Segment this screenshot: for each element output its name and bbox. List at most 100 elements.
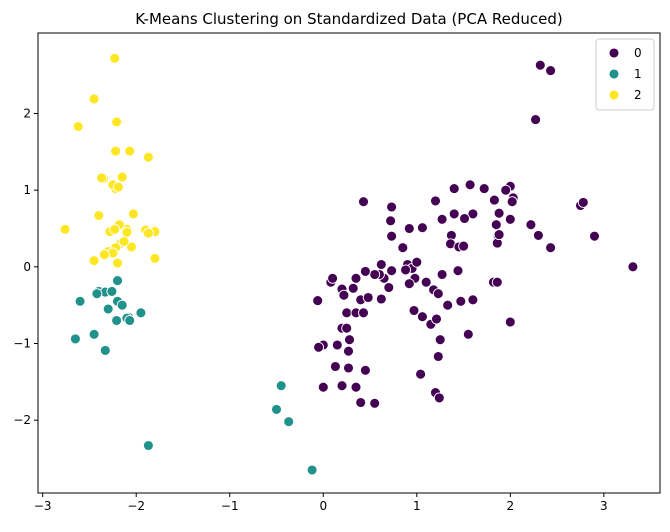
data-point — [386, 201, 398, 213]
data-point — [433, 392, 445, 404]
data-point — [88, 328, 100, 340]
x-tick-label: 0 — [319, 499, 327, 513]
data-point — [375, 259, 387, 270]
data-point — [478, 183, 490, 195]
data-point — [452, 265, 464, 277]
data-point — [88, 255, 100, 267]
x-tick-label: 2 — [507, 499, 515, 513]
data-point — [532, 229, 544, 241]
data-point — [530, 114, 542, 126]
data-point — [491, 276, 503, 288]
data-point — [400, 264, 412, 276]
data-point — [312, 295, 324, 307]
x-tick-label: −2 — [127, 499, 145, 513]
x-tick-label: −3 — [34, 499, 52, 513]
data-point — [432, 288, 444, 300]
data-point — [121, 226, 133, 238]
data-point — [142, 151, 154, 163]
data-point — [343, 345, 354, 357]
data-point — [525, 219, 537, 231]
data-point — [350, 381, 362, 393]
data-point — [59, 223, 71, 235]
data-point — [306, 464, 318, 476]
data-point — [118, 236, 130, 247]
data-point — [271, 403, 282, 415]
data-point — [127, 208, 139, 220]
data-point — [493, 229, 505, 241]
data-point — [111, 116, 123, 128]
data-point — [358, 196, 369, 208]
data-point — [545, 242, 557, 254]
legend-box — [595, 38, 655, 111]
data-point — [467, 208, 479, 220]
y-tick-label: 0 — [23, 260, 31, 274]
data-point — [126, 241, 137, 253]
x-axis: −3 −2 −1 0 1 2 3 — [34, 493, 608, 513]
data-point — [358, 307, 369, 319]
data-point — [589, 230, 600, 242]
data-point — [142, 227, 154, 239]
data-point — [112, 275, 123, 287]
data-point — [362, 292, 374, 303]
y-axis: −2 −1 0 1 2 — [13, 107, 38, 427]
data-point — [116, 171, 128, 183]
data-point — [385, 215, 397, 227]
data-point — [331, 339, 343, 351]
data-point — [109, 223, 121, 235]
data-point — [317, 381, 329, 393]
data-point — [464, 179, 476, 191]
data-point — [455, 295, 467, 307]
series-0 — [312, 59, 639, 409]
data-point — [534, 59, 546, 71]
data-point — [386, 230, 398, 242]
data-point — [448, 183, 460, 195]
data-point — [436, 213, 448, 225]
data-point — [383, 282, 395, 293]
data-point — [336, 380, 348, 392]
data-point — [124, 145, 136, 157]
data-point — [142, 440, 154, 451]
data-point — [577, 196, 589, 208]
legend-label: 0 — [634, 46, 642, 60]
data-point — [283, 416, 295, 428]
data-point — [344, 334, 355, 346]
data-point — [343, 362, 354, 374]
plot-area — [59, 52, 639, 476]
y-tick-label: −1 — [13, 337, 31, 351]
data-point — [375, 293, 387, 305]
data-point — [98, 249, 110, 261]
data-point — [488, 194, 500, 206]
data-point — [504, 316, 516, 328]
data-point — [386, 265, 398, 277]
y-tick-label: −2 — [13, 413, 31, 427]
data-point — [347, 282, 359, 294]
legend-marker — [608, 47, 620, 59]
data-point — [458, 240, 470, 252]
data-point — [112, 181, 124, 193]
data-point — [111, 315, 123, 326]
data-point — [329, 361, 341, 372]
data-point — [490, 219, 502, 231]
data-point — [506, 196, 518, 208]
data-point — [432, 351, 444, 362]
data-point — [493, 207, 505, 219]
data-point — [341, 322, 353, 334]
data-point — [135, 307, 147, 319]
data-point — [448, 208, 460, 220]
data-point — [359, 364, 371, 376]
data-point — [436, 269, 448, 280]
data-point — [112, 257, 123, 269]
plot-frame — [37, 32, 661, 494]
data-point — [109, 52, 121, 64]
y-tick-label: 2 — [23, 107, 31, 121]
y-tick-label: 1 — [23, 183, 31, 197]
data-point — [341, 307, 353, 319]
data-point — [545, 65, 557, 77]
data-point — [415, 368, 427, 380]
data-point — [359, 265, 371, 277]
data-point — [110, 145, 122, 157]
data-point — [397, 242, 409, 254]
data-point — [149, 252, 161, 264]
data-point — [338, 289, 350, 301]
